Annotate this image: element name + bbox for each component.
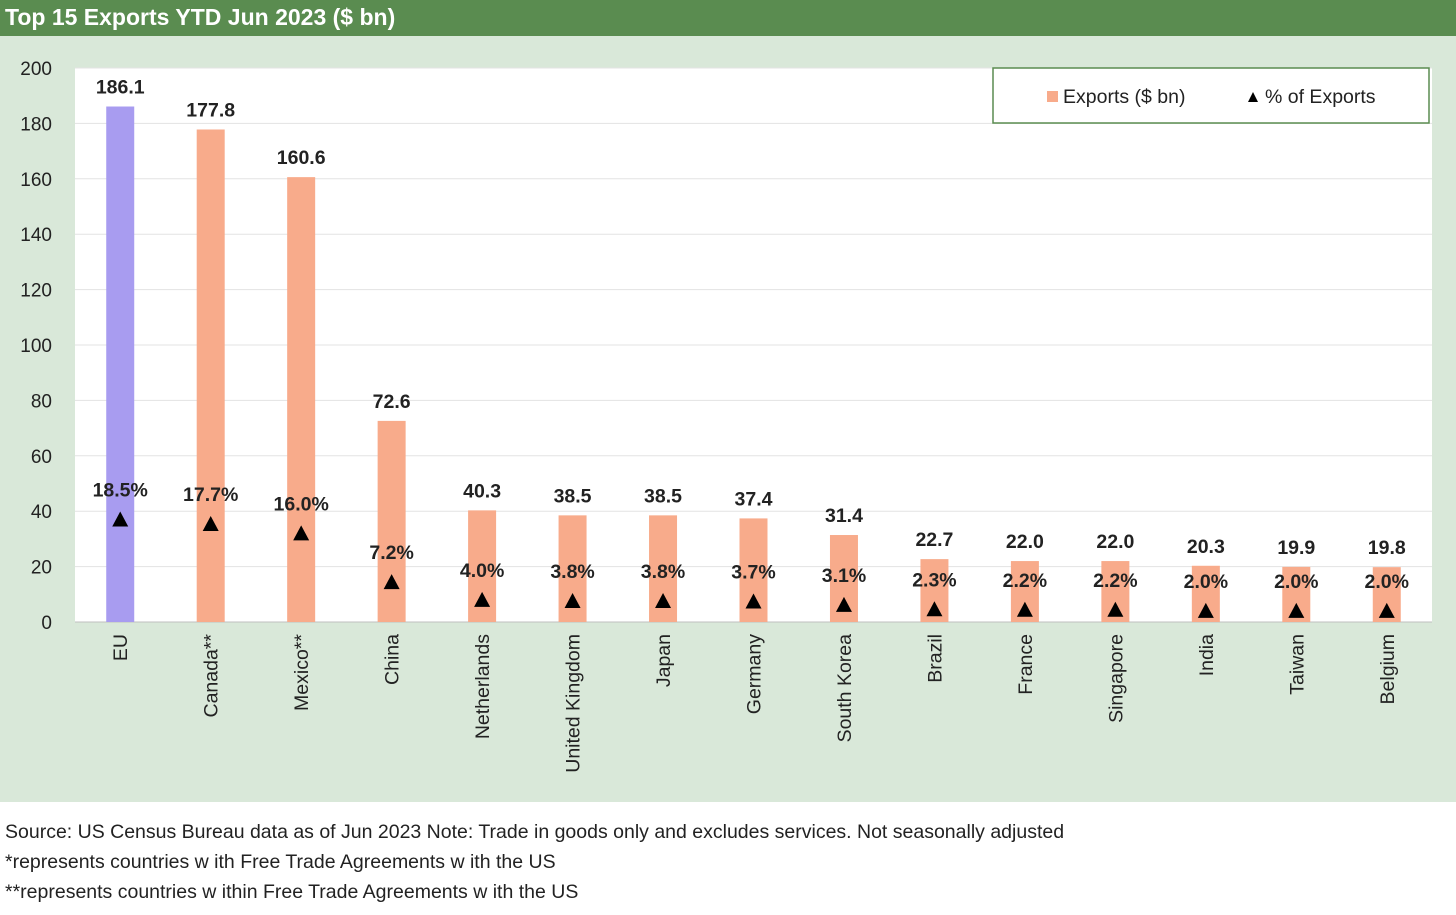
pct-value-label: 3.8%: [641, 561, 685, 583]
bar-value-label: 22.0: [1096, 531, 1134, 553]
pct-marker-4: [474, 591, 491, 607]
x-tick-label: Germany: [744, 634, 766, 714]
x-tick-label: India: [1196, 634, 1218, 676]
fta-within-note: **represents countries w ithin Free Trad…: [5, 881, 579, 903]
pct-value-label: 2.0%: [1184, 571, 1228, 593]
y-tick-label: 40: [31, 502, 52, 523]
x-tick-label: Mexico**: [291, 634, 313, 711]
x-tick-label: Brazil: [924, 634, 946, 683]
pct-marker-7: [745, 593, 762, 609]
y-tick-label: 80: [31, 391, 52, 412]
y-tick-label: 200: [20, 59, 52, 80]
x-tick-label: Taiwan: [1286, 634, 1308, 695]
footer: Source: US Census Bureau data as of Jun …: [5, 817, 1064, 907]
legend-triangle-marker: [1248, 92, 1258, 102]
bar-value-label: 19.9: [1277, 537, 1315, 559]
bar-1: [196, 129, 225, 622]
x-tick-label: United Kingdom: [563, 634, 585, 773]
bar-0: [106, 106, 135, 623]
fta-note: *represents countries w ith Free Trade A…: [5, 851, 556, 873]
pct-marker-11: [1107, 601, 1124, 617]
pct-value-label: 4.0%: [460, 560, 504, 582]
bar-3: [377, 420, 406, 622]
bar-value-label: 22.7: [915, 529, 953, 551]
pct-marker-3: [383, 574, 400, 590]
bar-value-label: 38.5: [554, 485, 592, 507]
pct-value-label: 16.0%: [274, 493, 329, 515]
y-tick-label: 60: [31, 447, 52, 468]
pct-marker-1: [202, 515, 219, 531]
pct-marker-2: [293, 525, 310, 541]
chart-title: Top 15 Exports YTD Jun 2023 ($ bn): [5, 4, 396, 30]
chart-frame: 0 20 40 60 80 100 120 140 160 180 200 186.1 177.8 160…: [0, 36, 1456, 802]
bar-2: [287, 177, 316, 622]
bar-value-label: 40.3: [463, 480, 501, 502]
legend-box: [992, 67, 1430, 124]
pct-value-label: 2.0%: [1365, 571, 1409, 593]
x-tick-label: EU: [110, 634, 132, 661]
pct-marker-5: [564, 592, 581, 608]
chart: 0 20 40 60 80 100 120 140 160 180 200 186.1 177.8 160…: [20, 59, 1432, 773]
pct-value-label: 7.2%: [369, 542, 413, 564]
pct-marker-9: [926, 601, 943, 617]
y-tick-label: 160: [20, 170, 52, 191]
source-note: Source: US Census Bureau data as of Jun …: [5, 821, 1065, 843]
pct-value-label: 3.8%: [550, 561, 594, 583]
pct-marker-14: [1378, 602, 1395, 618]
pct-value-label: 2.2%: [1093, 570, 1137, 592]
pct-value-label: 2.0%: [1274, 571, 1318, 593]
y-tick-label: 140: [20, 225, 52, 246]
title-bar: Top 15 Exports YTD Jun 2023 ($ bn): [0, 0, 1456, 36]
x-tick-label: Netherlands: [472, 634, 494, 739]
pct-value-label: 2.2%: [1003, 570, 1047, 592]
x-tick-label: South Korea: [834, 634, 856, 743]
bar-value-label: 19.8: [1368, 537, 1406, 559]
bar-value-label: 22.0: [1006, 531, 1044, 553]
pct-value-label: 3.7%: [731, 562, 775, 584]
x-tick-label: Singapore: [1105, 634, 1127, 723]
y-tick-label: 120: [20, 281, 52, 302]
pct-value-label: 18.5%: [93, 480, 148, 502]
bar-value-label: 38.5: [644, 485, 682, 507]
y-tick-label: 0: [41, 613, 52, 634]
pct-value-label: 2.3%: [912, 569, 956, 591]
legend-pct-label: % of Exports: [1265, 86, 1376, 108]
x-tick-label: France: [1015, 634, 1037, 695]
bar-value-label: 160.6: [277, 147, 326, 169]
x-tick-label: Japan: [653, 634, 675, 687]
legend-bar-swatch: [1047, 91, 1058, 102]
pct-marker-8: [835, 596, 852, 612]
bar-value-label: 20.3: [1187, 536, 1225, 558]
pct-marker-13: [1288, 602, 1305, 618]
pct-marker-6: [655, 592, 672, 608]
pct-marker-0: [112, 511, 129, 527]
bar-value-label: 72.6: [373, 391, 411, 413]
bar-value-label: 31.4: [825, 505, 863, 527]
pct-value-label: 3.1%: [822, 565, 866, 587]
x-tick-label: China: [382, 634, 404, 685]
pct-value-label: 17.7%: [183, 484, 238, 506]
bar-value-label: 186.1: [96, 77, 145, 99]
pct-marker-12: [1197, 602, 1214, 618]
y-tick-label: 100: [20, 336, 52, 357]
pct-marker-10: [1016, 601, 1033, 617]
bar-value-label: 37.4: [735, 488, 773, 510]
legend-exports-label: Exports ($ bn): [1063, 86, 1185, 108]
y-tick-label: 20: [31, 558, 52, 579]
x-tick-label: Belgium: [1377, 634, 1399, 704]
x-tick-label: Canada**: [201, 634, 223, 718]
bar-value-label: 177.8: [186, 99, 235, 121]
y-tick-label: 180: [20, 114, 52, 135]
